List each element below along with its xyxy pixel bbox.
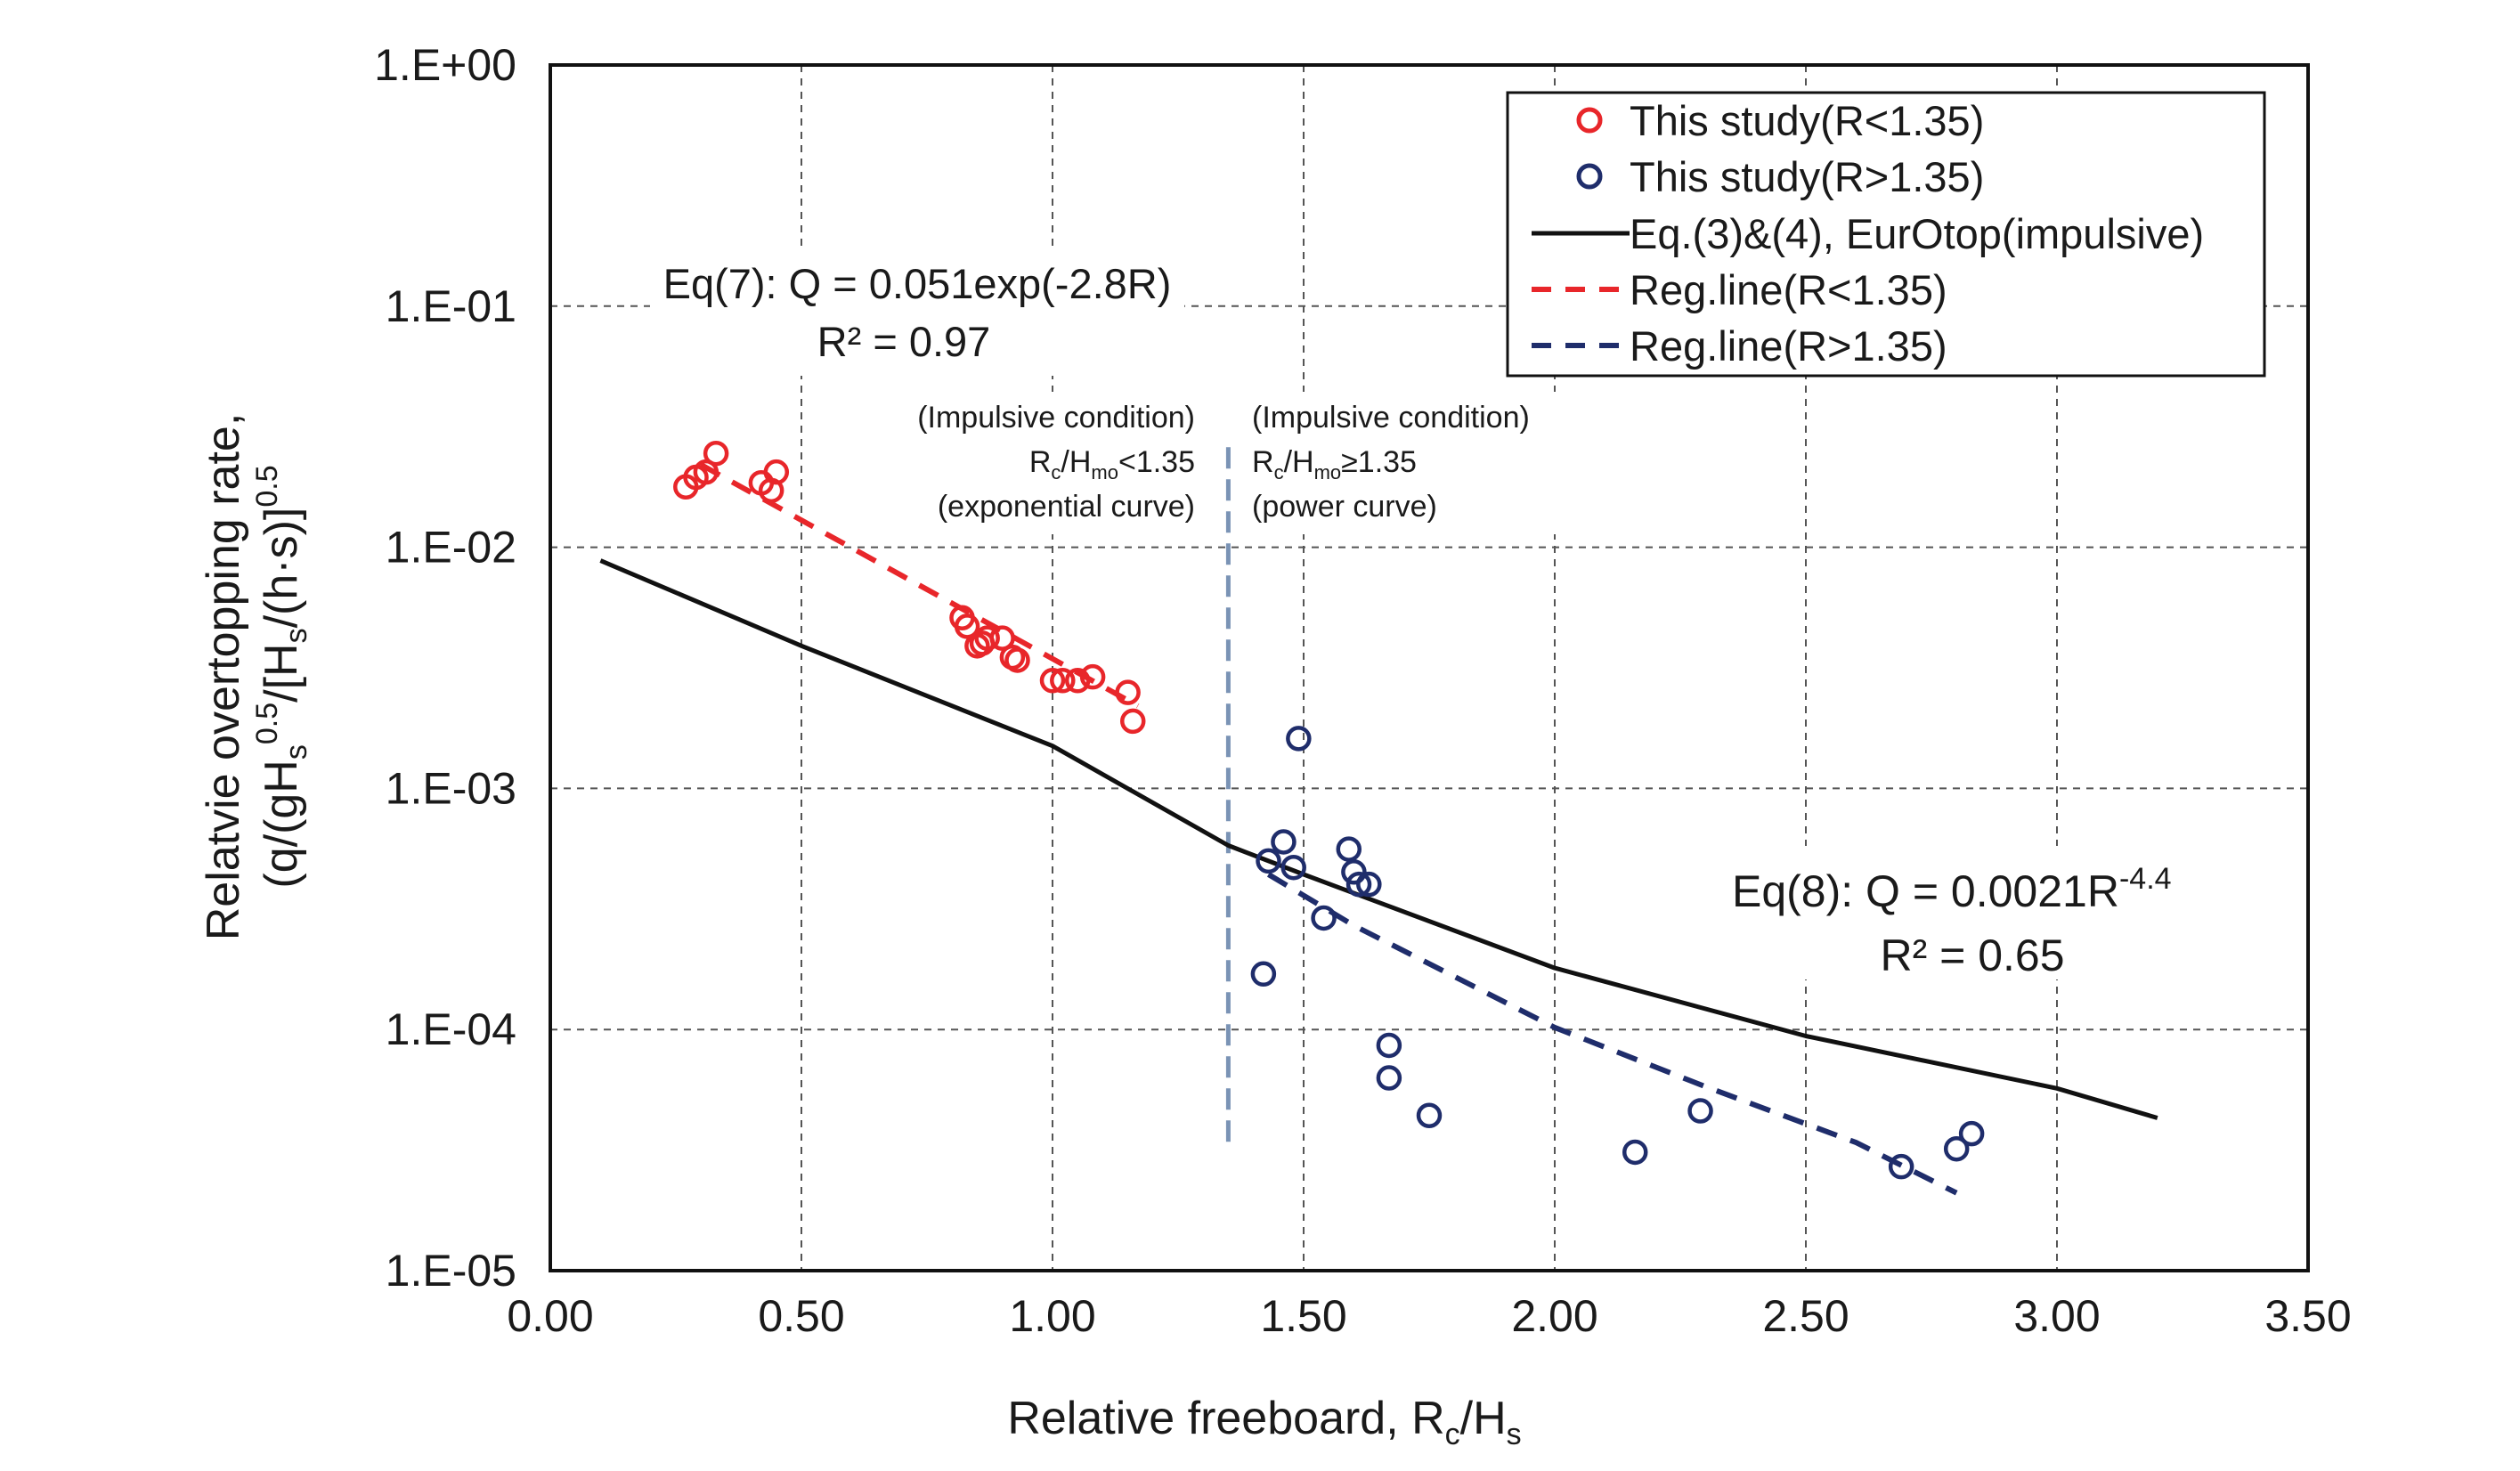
data-point [1311,905,1337,931]
x-tick-label: 2.00 [1511,1291,1597,1341]
data-point [693,459,719,485]
x-tick-label: 2.50 [1762,1291,1849,1341]
legend-entry: Reg.line(R<1.35) [1532,266,1947,313]
eq8-annotation-bg [1719,846,2217,979]
x-axis-title-main: Relative freeboard, R [1007,1393,1444,1444]
y-tick-label: 1.E-05 [386,1246,516,1296]
data-point [1336,836,1362,862]
data-point [1687,1098,1713,1124]
legend-entry: Reg.line(R>1.35) [1532,322,1947,370]
x-tick-label: 3.00 [2013,1291,2100,1341]
axis-tick-labels: 0.00 0.50 1.00 1.50 2.00 2.50 3.00 3.50 1.E+00 1.… [374,40,2352,1341]
data-point [1341,859,1367,885]
x-axis-title-sub: c [1445,1418,1460,1451]
legend-label: This study(R>1.35) [1630,153,1984,200]
data-point [954,614,980,639]
data-point [989,625,1015,651]
x-tick-label: 1.00 [1009,1291,1095,1341]
data-point [703,440,729,467]
y-axis-title: Relatvie overtopping rate, (q/(gHs0.5/[H… [198,413,313,941]
legend-entry: This study(R<1.35) [1576,97,1984,144]
data-point [1345,871,1372,898]
data-point [1256,848,1281,874]
legend-label: Eq.(3)&(4), EurOtop(impulsive) [1630,210,2204,257]
legend-label: Reg.line(R<1.35) [1630,266,1947,313]
data-point [1004,647,1030,673]
right-note-line2: Rc/Hmo≥1.35 [1252,445,1417,484]
eq7-r2: R² = 0.97 [817,318,991,365]
plot-area-frame [549,63,2310,1272]
legend-label: This study(R<1.35) [1630,97,1984,144]
x-tick-label: 0.50 [758,1291,844,1341]
data-point [1050,668,1076,694]
left-note-line1: (Impulsive condition) [917,401,1195,435]
legend-label: Reg.line(R>1.35) [1630,322,1947,370]
eq7-annotation-bg [650,251,1184,376]
data-point [1356,871,1382,898]
data-point [763,459,790,485]
eq7-annotation: Eq(7): Q = 0.051exp(-2.8R) R² = 0.97 [650,251,1184,376]
eq8-formula: Eq(8): Q = 0.0021R-4.4 [1732,862,2172,916]
data-point [1622,1139,1648,1166]
right-note-line1: (Impulsive condition) [1252,401,1530,435]
left-note-bg [871,392,1202,534]
legend: This study(R<1.35) This study(R>1.35) Eq… [1506,91,2266,378]
x-tick-label: 3.50 [2264,1291,2351,1341]
data-point [1416,1102,1443,1129]
data-point [1376,1032,1402,1059]
data-point [1286,726,1312,752]
x-axis-title-tail: /H [1460,1393,1507,1444]
data-point [1039,668,1066,694]
right-note-bg [1243,392,1599,534]
legend-marker-blue-circle [1576,163,1603,190]
data-point [1280,854,1306,881]
data-point [1943,1135,1970,1162]
x-tick-label: 0.00 [507,1291,593,1341]
right-note-line3: (power curve) [1252,490,1437,524]
data-point [1250,961,1277,987]
left-note-line2: Rc/Hmo<1.35 [1029,445,1195,484]
y-tick-label: 1.E-02 [386,523,516,573]
y-axis-title-line2: (q/(gHs0.5/[Hs/(h·s)]0.5 [250,465,313,888]
legend-box [1506,91,2266,378]
regression-line [699,462,1140,709]
legend-entry: Eq.(3)&(4), EurOtop(impulsive) [1532,210,2204,257]
left-note-line3: (exponential curve) [938,490,1195,524]
y-tick-label: 1.E-01 [386,281,516,331]
y-axis-title-line1: Relatvie overtopping rate, [198,413,249,941]
data-point [1271,829,1297,855]
regression-line [1266,872,1958,1196]
data-point [1064,668,1091,694]
data-point [974,625,1000,651]
eq8-r2: R² = 0.65 [1880,931,2064,980]
x-tick-label: 1.50 [1260,1291,1346,1341]
data-point [1115,679,1141,705]
scatter-markers [673,440,1985,1180]
data-point [1376,1065,1402,1091]
data-point [1119,708,1146,735]
data-point [1958,1120,1985,1147]
left-condition-note: (Impulsive condition) Rc/Hmo<1.35 (expon… [871,392,1202,534]
y-tick-label: 1.E+00 [374,40,516,90]
y-tick-label: 1.E-03 [386,763,516,813]
eq7-formula: Eq(7): Q = 0.051exp(-2.8R) [663,260,1172,307]
data-point [1079,663,1106,690]
x-axis-title: Relative freeboard, Rc/Hs [1007,1393,1521,1451]
legend-marker-red-circle [1576,107,1603,134]
x-axis-title-sub2: s [1507,1418,1522,1451]
eq8-annotation: Eq(8): Q = 0.0021R-4.4 R² = 0.65 [1719,846,2217,980]
y-tick-label: 1.E-04 [386,1004,516,1054]
data-point [1888,1153,1914,1180]
legend-entry: This study(R>1.35) [1576,153,1984,200]
right-condition-note: (Impulsive condition) Rc/Hmo≥1.35 (power… [1243,392,1599,534]
